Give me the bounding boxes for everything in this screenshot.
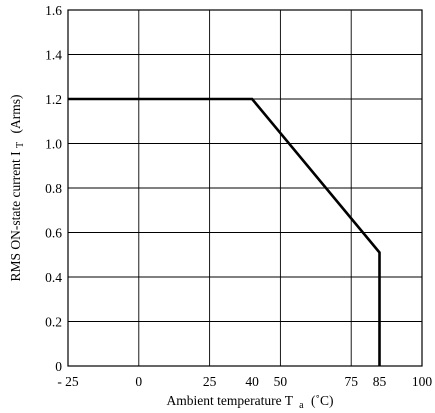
x-tick-label: 75 — [344, 374, 358, 389]
x-tick-label: - 25 — [57, 374, 79, 389]
y-axis-title-main: RMS ON-state current I — [8, 151, 23, 282]
x-axis-title: Ambient temperature T a (˚C) — [167, 393, 334, 411]
x-tick-label: 25 — [203, 374, 217, 389]
series-line — [68, 97, 381, 366]
y-tick-label: 1.0 — [45, 137, 62, 152]
x-tick-label: 0 — [135, 374, 142, 389]
y-axis-title-unit: (Arms) — [8, 95, 23, 134]
y-tick-label: 0.4 — [45, 270, 62, 285]
grid — [67, 9, 423, 367]
y-tick-label: 1.4 — [45, 48, 62, 63]
x-tick-label: 50 — [274, 374, 288, 389]
y-tick-label: 1.2 — [45, 92, 62, 107]
plot-frame — [67, 9, 423, 367]
x-axis-title-main: Ambient temperature T — [167, 393, 294, 408]
x-tick-label: 85 — [373, 374, 387, 389]
x-tick-label: 100 — [412, 374, 433, 389]
x-axis-title-subscript: a — [299, 400, 304, 411]
y-tick-label: 0.6 — [45, 226, 62, 241]
x-axis-title-unit: (˚C) — [311, 393, 334, 408]
y-axis-title-subscript: T — [15, 142, 26, 148]
x-tick-label: 40 — [245, 374, 259, 389]
series-group — [68, 97, 381, 366]
y-tick-label: 0 — [55, 359, 62, 374]
tick-labels: 00.20.40.60.81.01.21.41.6- 25 0 25 40 50 75 85… — [45, 3, 432, 389]
y-tick-label: 1.6 — [45, 3, 62, 18]
y-tick-label: 0.8 — [45, 181, 62, 196]
y-tick-label: 0.2 — [45, 315, 62, 330]
y-axis-title: RMS ON-state current I T (Arms) — [8, 95, 26, 282]
